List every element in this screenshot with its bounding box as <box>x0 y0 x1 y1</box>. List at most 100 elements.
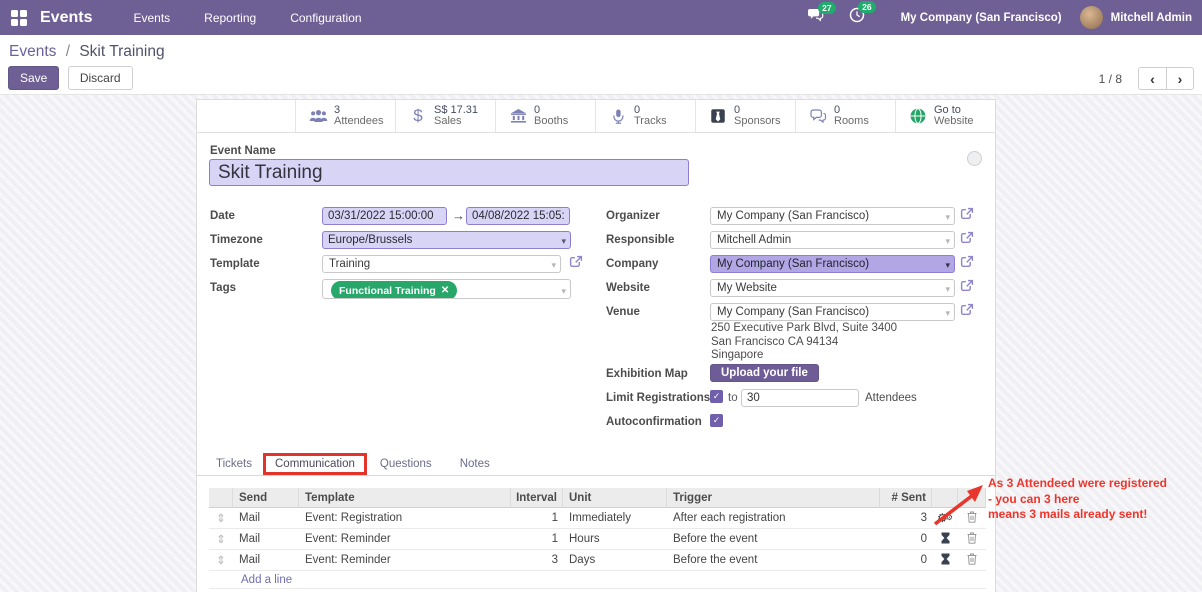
annotation-note: As 3 Attendeed were registered - you can… <box>988 476 1167 521</box>
sales-amount: S$ 17.31 <box>434 103 479 116</box>
activities-button[interactable]: 26 <box>849 1 876 28</box>
venue-select[interactable]: My Company (San Francisco) ▾ <box>710 303 955 321</box>
organizer-external-link-icon[interactable] <box>960 207 974 226</box>
app-name[interactable]: Events <box>40 8 93 26</box>
responsible-label: Responsible <box>606 234 675 246</box>
event-form-sheet: 3 Attendees $ S$ 17.31 Sales 0 Booths 0 Trac… <box>196 99 996 592</box>
communication-table: Send Template Interval Unit Trigger # Se… <box>209 488 986 589</box>
drag-handle-icon[interactable]: ⇕ <box>216 534 226 546</box>
tag-functional-training: Functional Training ✕ <box>331 281 458 298</box>
gears-icon[interactable]: ⚙⚙ <box>937 511 953 525</box>
company-external-link-icon[interactable] <box>960 255 974 274</box>
website-select[interactable]: My Website ▾ <box>710 279 955 297</box>
user-avatar[interactable] <box>1079 6 1103 29</box>
website-label: Website <box>606 282 650 294</box>
company-label: Company <box>606 258 659 270</box>
venue-address: 250 Executive Park Blvd, Suite 3400 San … <box>711 322 898 361</box>
pager-value: 1 / 8 <box>1098 71 1122 86</box>
tag-remove-icon[interactable]: ✕ <box>440 284 450 296</box>
limit-registrations-checkbox[interactable]: ✓ <box>710 390 723 403</box>
breadcrumb-separator: / <box>65 43 71 60</box>
booths-count: 0 <box>534 103 541 116</box>
menu-configuration[interactable]: Configuration <box>290 10 362 25</box>
top-navbar: Events Events Reporting Configuration 27… <box>0 0 1202 35</box>
limit-value-input[interactable] <box>741 389 859 407</box>
activities-count-badge: 26 <box>858 1 876 13</box>
sponsors-count: 0 <box>734 103 741 116</box>
drag-handle-icon[interactable]: ⇕ <box>216 555 226 567</box>
pager: 1 / 8 ‹ › <box>1099 67 1194 90</box>
tab-tickets[interactable]: Tickets <box>216 457 252 470</box>
globe-icon <box>905 108 931 124</box>
timezone-select[interactable]: Europe/Brussels ▾ <box>322 231 571 249</box>
tags-label: Tags <box>210 282 236 294</box>
save-button[interactable]: Save <box>8 66 60 90</box>
pager-previous-button[interactable]: ‹ <box>1138 67 1166 90</box>
stat-button-attendees[interactable]: 3 Attendees <box>295 100 395 132</box>
caret-down-icon: ▾ <box>945 284 950 294</box>
breadcrumb-events-link[interactable]: Events <box>9 43 57 60</box>
website-external-link-icon[interactable] <box>960 279 974 298</box>
table-row[interactable]: ⇕ Mail Event: Reminder 1 Hours Before th… <box>209 529 986 550</box>
hourglass-icon[interactable] <box>932 532 958 547</box>
responsible-select[interactable]: Mitchell Admin ▾ <box>710 231 955 249</box>
table-row[interactable]: ⇕ Mail Event: Reminder 3 Days Before the… <box>209 550 986 571</box>
company-switcher[interactable]: My Company (San Francisco) <box>900 11 1062 24</box>
caret-down-icon: ▾ <box>945 260 950 270</box>
check-icon: ✓ <box>712 391 721 401</box>
stat-button-website[interactable]: Go to Website <box>895 100 995 132</box>
organizer-select[interactable]: My Company (San Francisco) ▾ <box>710 207 955 225</box>
sent-count: 0 <box>920 554 927 566</box>
drag-handle-icon[interactable]: ⇕ <box>216 513 226 525</box>
tab-questions[interactable]: Questions <box>379 457 432 470</box>
add-a-line-link[interactable]: Add a line <box>209 571 986 589</box>
control-panel: Events / Skit Training Save Discard 1 / … <box>0 35 1202 95</box>
date-end-input[interactable] <box>466 207 570 225</box>
limit-registrations-label: Limit Registrations <box>606 392 711 404</box>
pager-next-button[interactable]: › <box>1166 67 1194 90</box>
stat-button-sponsors[interactable]: 0 Sponsors <box>695 100 795 132</box>
discard-button[interactable]: Discard <box>67 66 133 90</box>
attendees-count: 3 <box>334 103 341 116</box>
autoconfirmation-checkbox[interactable]: ✓ <box>710 414 723 427</box>
limit-suffix-label: Attendees <box>865 392 917 404</box>
rooms-comments-icon <box>805 109 831 123</box>
stat-button-booths[interactable]: 0 Booths <box>495 100 595 132</box>
trash-icon[interactable] <box>958 511 986 526</box>
breadcrumb: Events / Skit Training <box>9 43 165 61</box>
date-start-input[interactable] <box>322 207 447 225</box>
trash-icon[interactable] <box>958 553 986 568</box>
tags-field[interactable]: Functional Training ✕ ▾ <box>322 279 571 299</box>
template-select[interactable]: Training ▾ <box>322 255 561 273</box>
stat-button-rooms[interactable]: 0 Rooms <box>795 100 895 132</box>
user-menu[interactable]: Mitchell Admin <box>1110 11 1192 24</box>
messages-button[interactable]: 27 <box>807 2 836 27</box>
tab-notes[interactable]: Notes <box>459 457 490 470</box>
company-select[interactable]: My Company (San Francisco) ▾ <box>710 255 955 273</box>
tab-communication[interactable]: Communication <box>263 452 367 475</box>
activity-clock-icon <box>849 7 864 23</box>
autoconfirmation-label: Autoconfirmation <box>606 416 702 428</box>
caret-down-icon: ▾ <box>561 286 566 296</box>
hourglass-icon[interactable] <box>932 553 958 568</box>
upload-file-button[interactable]: Upload your file <box>710 364 819 382</box>
menu-reporting[interactable]: Reporting <box>204 10 257 25</box>
trash-icon[interactable] <box>958 532 986 547</box>
venue-external-link-icon[interactable] <box>960 303 974 322</box>
caret-down-icon: ▾ <box>945 212 950 222</box>
table-row[interactable]: ⇕ Mail Event: Registration 1 Immediately… <box>209 508 986 529</box>
event-name-input[interactable] <box>209 159 689 186</box>
check-icon: ✓ <box>712 415 721 425</box>
stat-button-tracks[interactable]: 0 Tracks <box>595 100 695 132</box>
apps-grid-icon[interactable] <box>11 9 27 26</box>
kanban-state-circle[interactable] <box>967 151 982 166</box>
menu-events[interactable]: Events <box>133 10 171 25</box>
template-external-link-icon[interactable] <box>569 255 583 274</box>
table-header-row: Send Template Interval Unit Trigger # Se… <box>209 488 986 508</box>
sent-count: 3 <box>920 512 927 524</box>
stat-button-sales[interactable]: $ S$ 17.31 Sales <box>395 100 495 132</box>
timezone-label: Timezone <box>210 234 263 246</box>
responsible-external-link-icon[interactable] <box>960 231 974 250</box>
attendees-people-icon <box>305 109 331 123</box>
